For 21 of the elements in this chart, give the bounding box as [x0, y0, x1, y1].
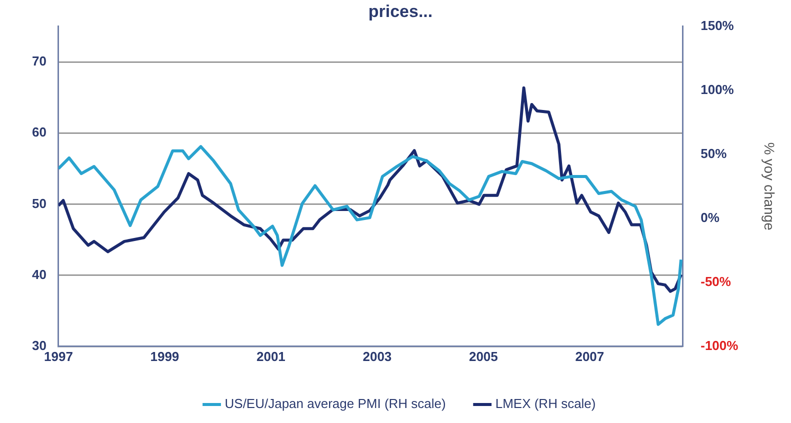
x-tick-label: 2001 — [256, 348, 286, 364]
legend-label: LMEX (RH scale) — [495, 396, 596, 412]
y-tick-label: 60 — [32, 124, 46, 140]
y2-tick-label: -50% — [700, 274, 732, 289]
legend-label: US/EU/Japan average PMI (RH scale) — [224, 396, 446, 412]
y2-tick-label: -100% — [700, 338, 739, 353]
y2-tick-label: 0% — [700, 210, 720, 225]
y2-tick-label: 50% — [700, 146, 728, 161]
y2-tick-label: 100% — [700, 82, 734, 97]
y-tick-label: 30 — [32, 338, 46, 353]
chart-title: prices... — [368, 2, 433, 21]
y-tick-label: 70 — [32, 54, 46, 69]
x-tick-label: 2003 — [362, 348, 392, 364]
x-tick-label: 2007 — [575, 348, 604, 364]
x-tick-label: 2005 — [468, 348, 498, 364]
y-tick-label: 50 — [32, 196, 46, 211]
y2-tick-label: 150% — [700, 18, 734, 33]
y2-axis-title: % yoy change — [762, 142, 778, 231]
x-tick-label: 1999 — [150, 348, 180, 364]
x-tick-label: 1997 — [44, 348, 73, 364]
y-tick-label: 40 — [32, 266, 46, 282]
